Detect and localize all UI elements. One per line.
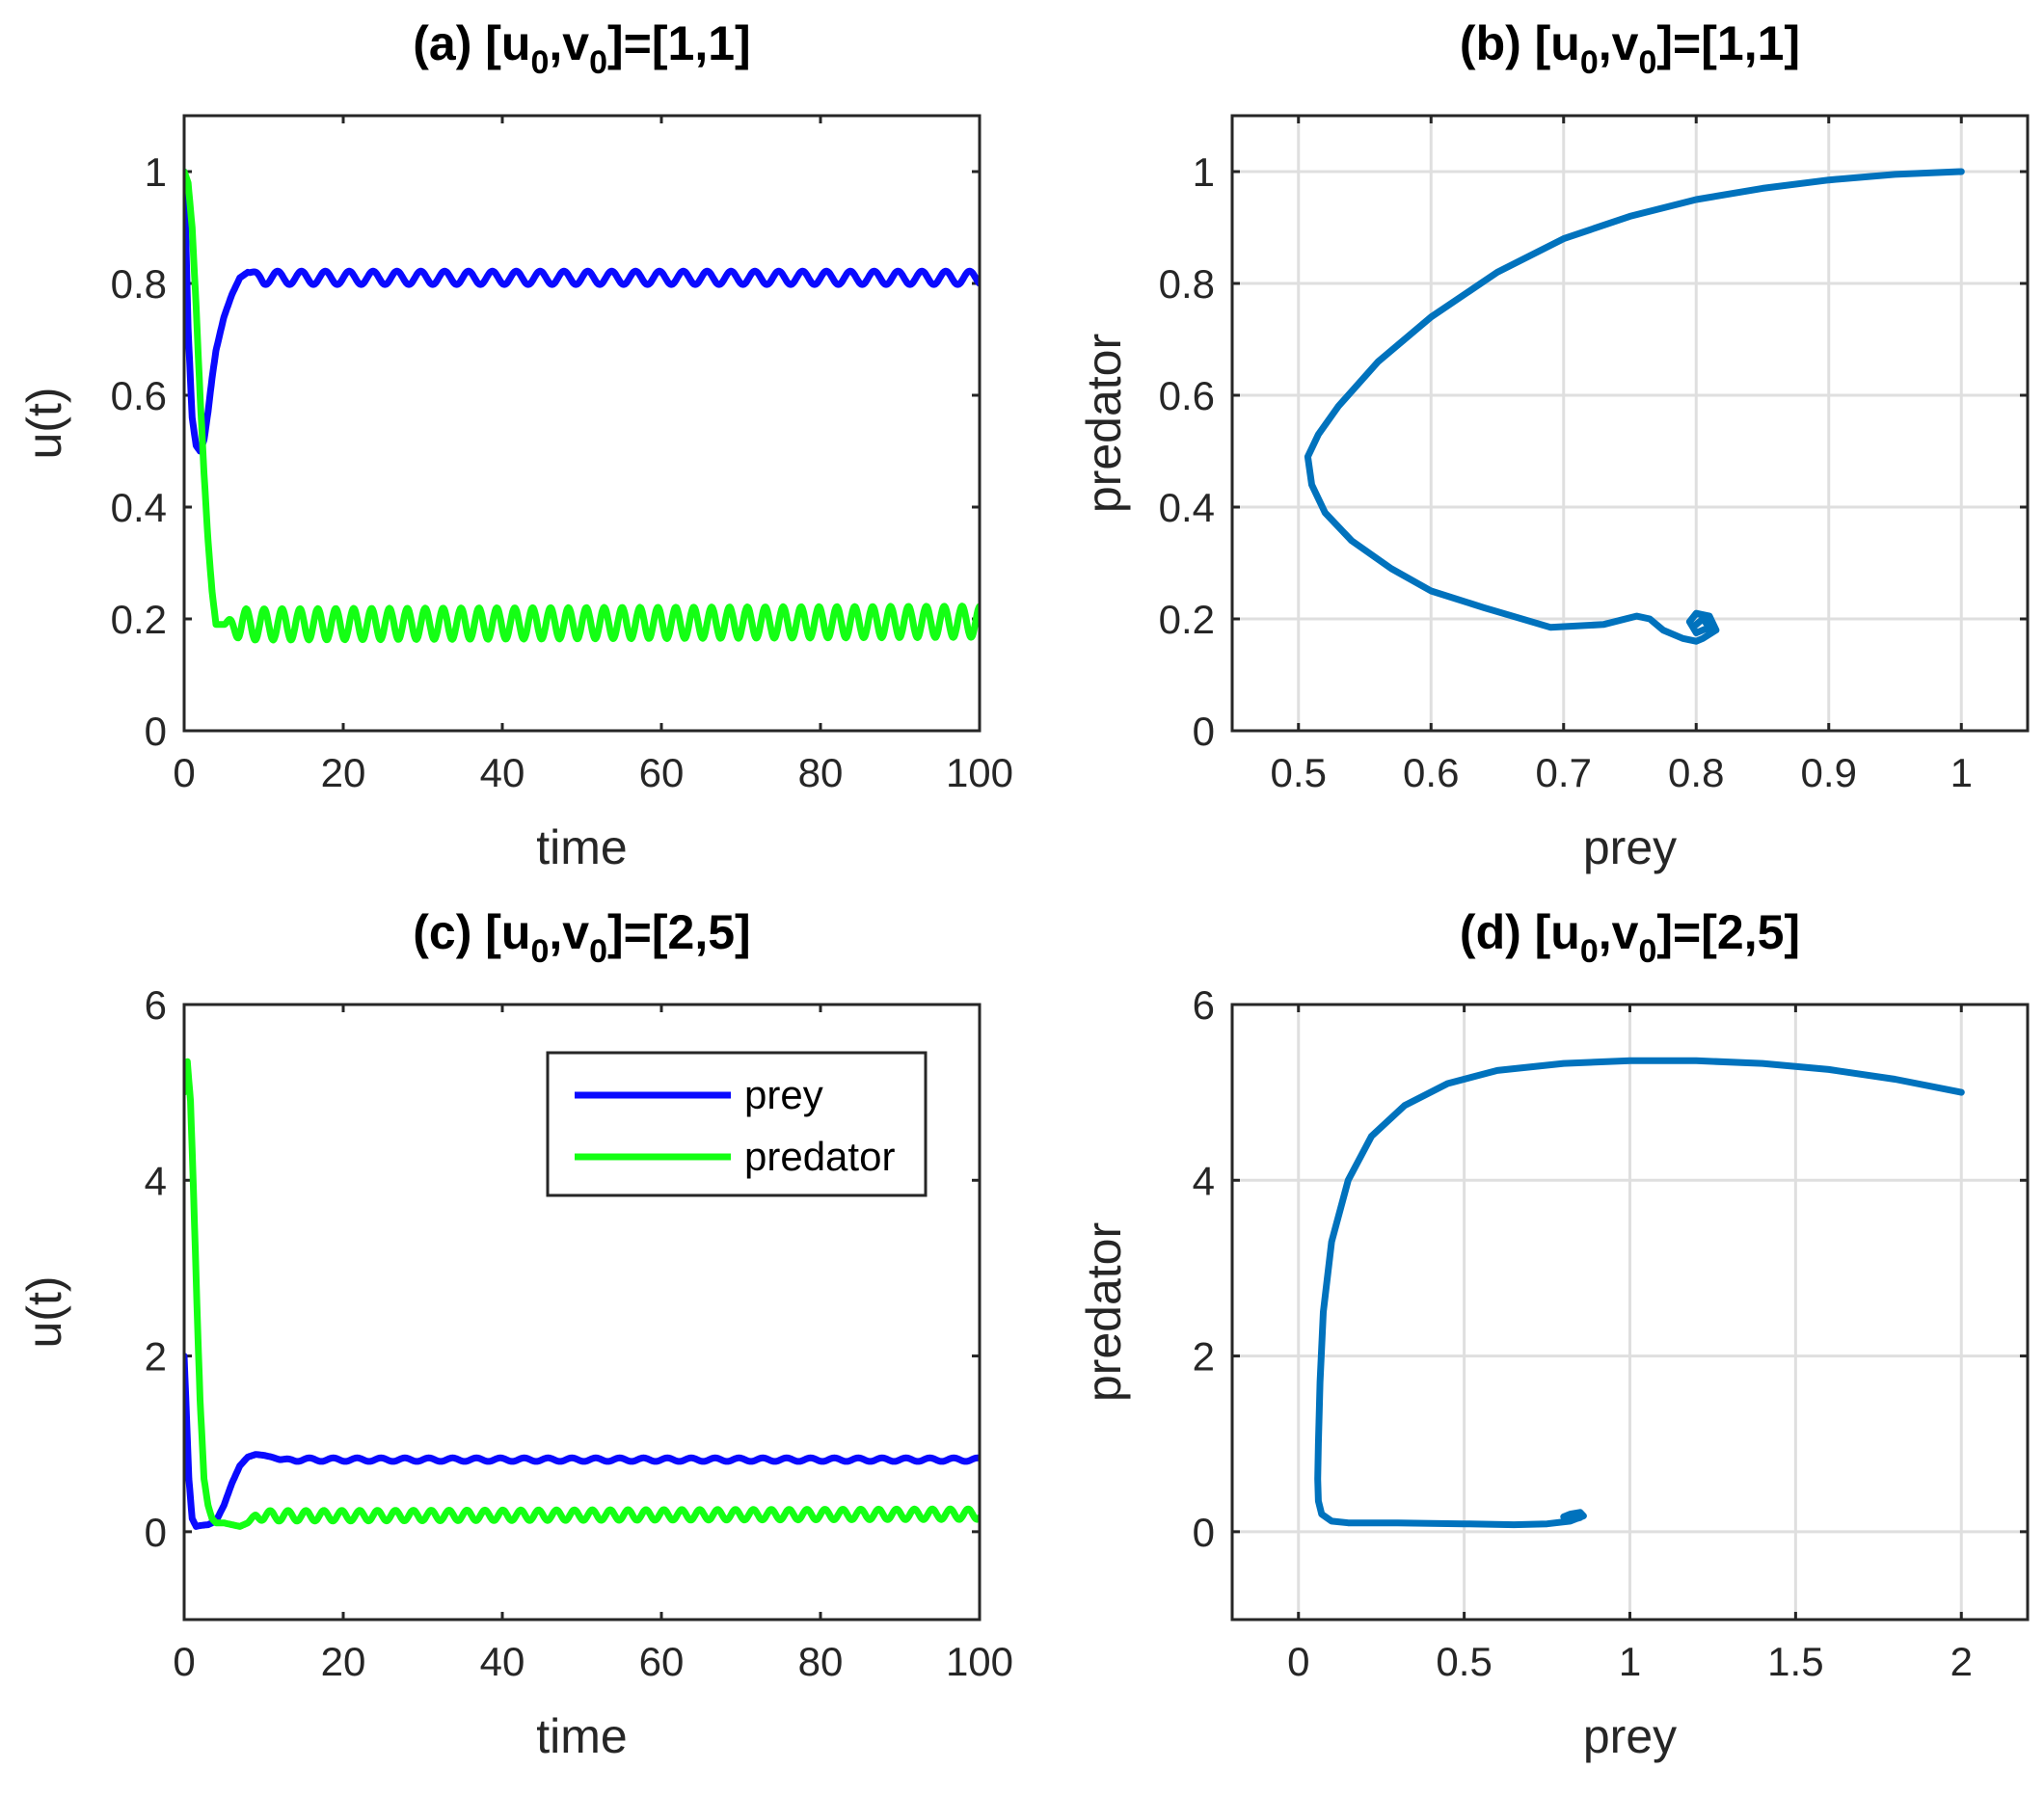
xtick-label-1: 0.6 bbox=[1403, 750, 1459, 795]
ytick-label-1: 2 bbox=[1193, 1334, 1215, 1380]
xtick-label-5: 100 bbox=[946, 750, 1013, 795]
ytick-label-1: 0.2 bbox=[111, 597, 167, 642]
x-axis-label: prey bbox=[1583, 820, 1677, 874]
xtick-label-1: 20 bbox=[321, 1639, 366, 1684]
y-axis-label: predator bbox=[1077, 334, 1131, 513]
panel-c: 0 20 40 60 80 100 0 2 4 6 (c) [u0,v0]=[2,5] time u(t… bbox=[17, 905, 1013, 1763]
ytick-label-0: 0 bbox=[1193, 1510, 1215, 1555]
series-group bbox=[184, 168, 980, 644]
ytick-label-3: 6 bbox=[1193, 982, 1215, 1028]
ytick-label-2: 0.4 bbox=[1159, 485, 1215, 530]
xtick-label-4: 2 bbox=[1950, 1639, 1973, 1684]
xtick-label-3: 60 bbox=[639, 750, 685, 795]
series-group bbox=[184, 1058, 980, 1530]
ytick-label-4: 0.8 bbox=[111, 261, 167, 307]
axes-box bbox=[182, 1003, 982, 1622]
ytick-label-0: 0 bbox=[145, 709, 167, 754]
xtick-label-1: 0.5 bbox=[1436, 1639, 1492, 1684]
xtick-label-1: 20 bbox=[321, 750, 366, 795]
xtick-label-4: 80 bbox=[798, 1639, 844, 1684]
axes-box bbox=[1230, 114, 2030, 733]
ytick-label-0: 0 bbox=[1193, 709, 1215, 754]
ytick-label-3: 0.6 bbox=[1159, 373, 1215, 418]
ytick-label-2: 4 bbox=[1193, 1158, 1215, 1203]
xtick-label-4: 0.9 bbox=[1801, 750, 1857, 795]
axes-box bbox=[1230, 1003, 2030, 1622]
y-axis-label: predator bbox=[1077, 1222, 1131, 1402]
xtick-label-3: 0.8 bbox=[1668, 750, 1724, 795]
series-group bbox=[1314, 1057, 1965, 1529]
ytick-label-5: 1 bbox=[1193, 149, 1215, 195]
series-prey-line bbox=[184, 1353, 980, 1530]
ytick-label-2: 4 bbox=[145, 1158, 167, 1203]
panel-title: (d) [u0,v0]=[2,5] bbox=[1460, 905, 1800, 970]
legend-box bbox=[546, 1051, 928, 1197]
xtick-label-4: 80 bbox=[798, 750, 844, 795]
panel-b: 0.5 0.6 0.7 0.8 0.9 1 0 0.2 0.4 0.6 0.8 1 (b) [u0,v0… bbox=[1077, 16, 2030, 874]
ytick-label-3: 0.6 bbox=[111, 373, 167, 418]
x-axis-label: time bbox=[536, 820, 627, 874]
xtick-label-3: 60 bbox=[639, 1639, 685, 1684]
ytick-label-1: 0.2 bbox=[1159, 597, 1215, 642]
panel-d: 0 0.5 1 1.5 2 0 2 4 6 (d) [u0,v0]=[2,5] prey predat… bbox=[1077, 905, 2030, 1763]
x-axis-label: time bbox=[536, 1709, 627, 1763]
axes-box bbox=[182, 114, 982, 733]
ytick-label-1: 2 bbox=[145, 1334, 167, 1380]
series-trajectory-line bbox=[1304, 168, 1965, 645]
series-group bbox=[1304, 168, 1965, 645]
ytick-label-5: 1 bbox=[145, 149, 167, 195]
xtick-label-3: 1.5 bbox=[1767, 1639, 1823, 1684]
xtick-label-2: 0.7 bbox=[1536, 750, 1592, 795]
ytick-label-4: 0.8 bbox=[1159, 261, 1215, 307]
y-axis-label: u(t) bbox=[17, 1276, 71, 1349]
legend-label-predator: predator bbox=[744, 1134, 895, 1179]
xtick-label-2: 40 bbox=[480, 1639, 525, 1684]
ytick-label-0: 0 bbox=[145, 1510, 167, 1555]
series-predator-line bbox=[184, 168, 980, 644]
xtick-label-0: 0.5 bbox=[1271, 750, 1327, 795]
panel-title: (c) [u0,v0]=[2,5] bbox=[413, 905, 750, 970]
series-trajectory-line bbox=[1314, 1057, 1965, 1529]
y-axis-label: u(t) bbox=[17, 388, 71, 460]
xtick-label-5: 100 bbox=[946, 1639, 1013, 1684]
x-axis-label: prey bbox=[1583, 1709, 1677, 1763]
xtick-label-0: 0 bbox=[1287, 1639, 1309, 1684]
xtick-label-2: 1 bbox=[1619, 1639, 1641, 1684]
legend-label-prey: prey bbox=[744, 1072, 823, 1117]
panel-title: (a) [u0,v0]=[1,1] bbox=[413, 16, 750, 81]
xtick-label-2: 40 bbox=[480, 750, 525, 795]
panel-title: (b) [u0,v0]=[1,1] bbox=[1460, 16, 1800, 81]
ytick-label-2: 0.4 bbox=[111, 485, 167, 530]
xtick-label-0: 0 bbox=[173, 1639, 195, 1684]
panel-a: 0 20 40 60 80 100 0 0.2 0.4 0.6 0.8 1 (a) [u0,v0]=[1… bbox=[17, 16, 1013, 874]
ytick-label-3: 6 bbox=[145, 982, 167, 1028]
series-prey-line bbox=[184, 168, 980, 455]
legend: prey predator bbox=[546, 1051, 928, 1197]
series-predator-line bbox=[184, 1058, 980, 1530]
xtick-label-0: 0 bbox=[173, 750, 195, 795]
xtick-label-5: 1 bbox=[1950, 750, 1973, 795]
